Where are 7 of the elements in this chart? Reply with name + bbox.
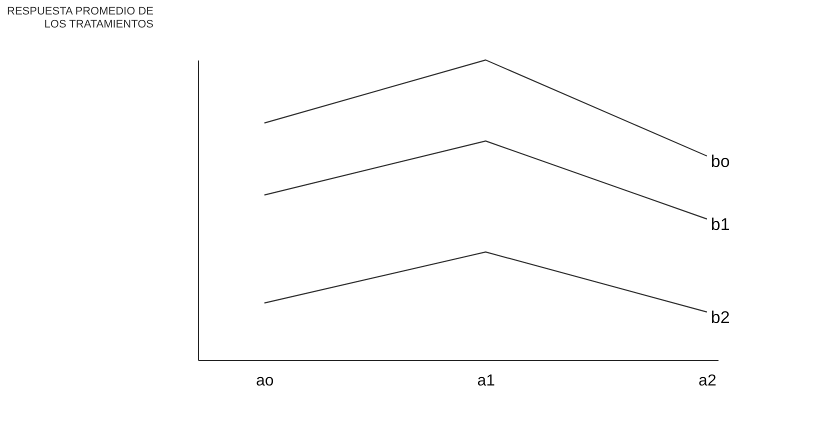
x-tick-label: ao: [256, 372, 274, 390]
series-label: bo: [710, 152, 730, 171]
x-tick-label: a2: [698, 372, 716, 390]
y-axis-title: RESPUESTA PROMEDIO DE LOS TRATAMIENTOS: [7, 6, 154, 30]
x-tick-label: a1: [477, 372, 496, 390]
series-label: b1: [710, 215, 730, 234]
series-label: b2: [710, 308, 730, 327]
